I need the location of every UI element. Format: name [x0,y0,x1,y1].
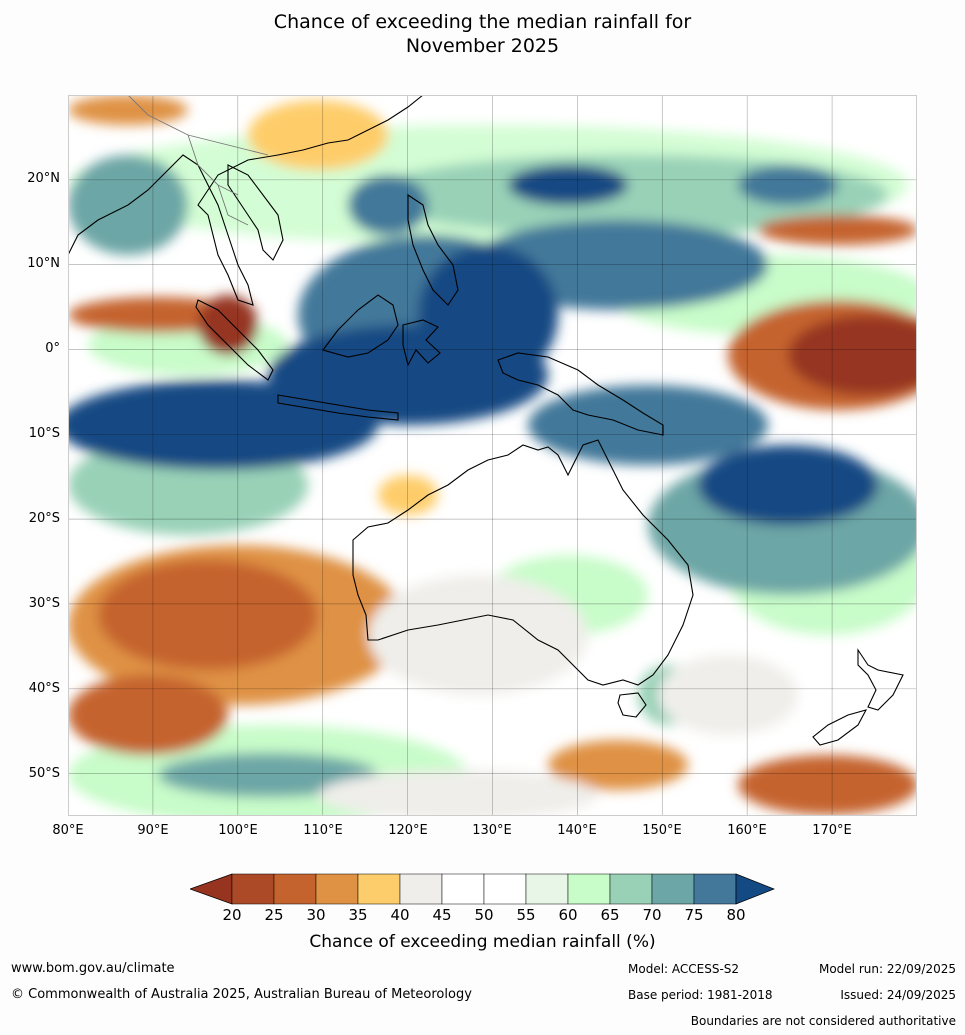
lat-label-0: 0° [45,341,60,356]
colorbar-swatch-below-20 [190,873,233,905]
issued-date: Issued: 24/09/2025 [840,988,956,1002]
colorbar-tick-35: 35 [348,906,368,924]
colorbar-tick-30: 30 [306,906,326,924]
colorbar-label: Chance of exceeding median rainfall (%) [309,932,656,952]
java-coastline [277,394,399,421]
lon-label-140e: 140°E [557,823,597,838]
lon-label-130e: 130°E [472,823,512,838]
colorbar-swatch-60-65 [567,873,611,905]
new-zealand-coastline [812,648,904,746]
copyright-notice: © Commonwealth of Australia 2025, Austra… [11,987,472,1002]
asia-coastline [68,95,424,306]
lon-label-120e: 120°E [388,823,428,838]
colorbar-swatch-45-50 [441,873,485,905]
coastlines [68,95,904,746]
philippines-coastline [407,193,459,306]
colorbar-swatch-20-25 [231,873,275,905]
lon-label-90e: 90°E [137,823,169,838]
colorbar-tick-45: 45 [432,906,452,924]
new-guinea-coastline [497,352,664,436]
lon-label-110e: 110°E [303,823,343,838]
colorbar-tick-60: 60 [558,906,578,924]
lat-label-50s: 50°S [28,766,60,781]
bom-website-link[interactable]: www.bom.gov.au/climate [11,961,175,976]
indochina-coastline [227,164,284,261]
colorbar [190,873,775,905]
country-borders [127,95,269,226]
colorbar-tick-70: 70 [642,906,662,924]
lon-label-80e: 80°E [52,823,84,838]
colorbar-tick-25: 25 [264,906,284,924]
borneo-coastline [322,294,399,358]
boundaries-disclaimer: Boundaries are not considered authoritat… [690,1014,956,1028]
colorbar-swatch-35-40 [357,873,401,905]
colorbar-tick-75: 75 [684,906,704,924]
lon-label-150e: 150°E [642,823,682,838]
colorbar-swatch-55-60 [525,873,569,905]
colorbar-swatch-30-35 [315,873,359,905]
colorbar-tick-40: 40 [390,906,410,924]
colorbar-swatch-70-75 [651,873,695,905]
australia-coastline [352,439,694,686]
model-run-date: Model run: 22/09/2025 [818,962,956,976]
colorbar-swatch-50-55 [483,873,527,905]
colorbar-tick-50: 50 [474,906,494,924]
graticule [68,95,917,816]
lon-label-160e: 160°E [727,823,767,838]
lat-label-10s: 10°S [28,426,60,441]
tasmania-coastline [617,692,647,718]
sulawesi-coastline [402,319,441,367]
colorbar-tick-55: 55 [516,906,536,924]
colorbar-swatch-25-30 [273,873,317,905]
base-period: Base period: 1981-2018 [628,988,773,1002]
lat-label-30s: 30°S [28,596,60,611]
lat-label-10n: 10°N [27,256,60,271]
rainfall-map-canvas [68,95,917,816]
lat-label-40s: 40°S [28,681,60,696]
colorbar-tick-20: 20 [222,906,242,924]
map-title-line2: November 2025 [405,35,560,57]
rainfall-probability-field [68,95,917,816]
lon-label-100e: 100°E [218,823,258,838]
lat-label-20s: 20°S [28,511,60,526]
colorbar-tick-65: 65 [600,906,620,924]
model-name: Model: ACCESS-S2 [628,962,740,976]
lon-label-170e: 170°E [812,823,852,838]
map-title-line1: Chance of exceeding the median rainfall … [273,11,692,33]
colorbar-swatch-65-70 [609,873,653,905]
colorbar-swatch-above-80 [735,873,775,905]
colorbar-swatch-40-45 [399,873,443,905]
rainfall-map[interactable] [68,95,917,816]
sumatra-coastline [195,299,274,381]
colorbar-swatch-75-80 [693,873,737,905]
colorbar-tick-80: 80 [726,906,746,924]
lat-label-20n: 20°N [27,171,60,186]
